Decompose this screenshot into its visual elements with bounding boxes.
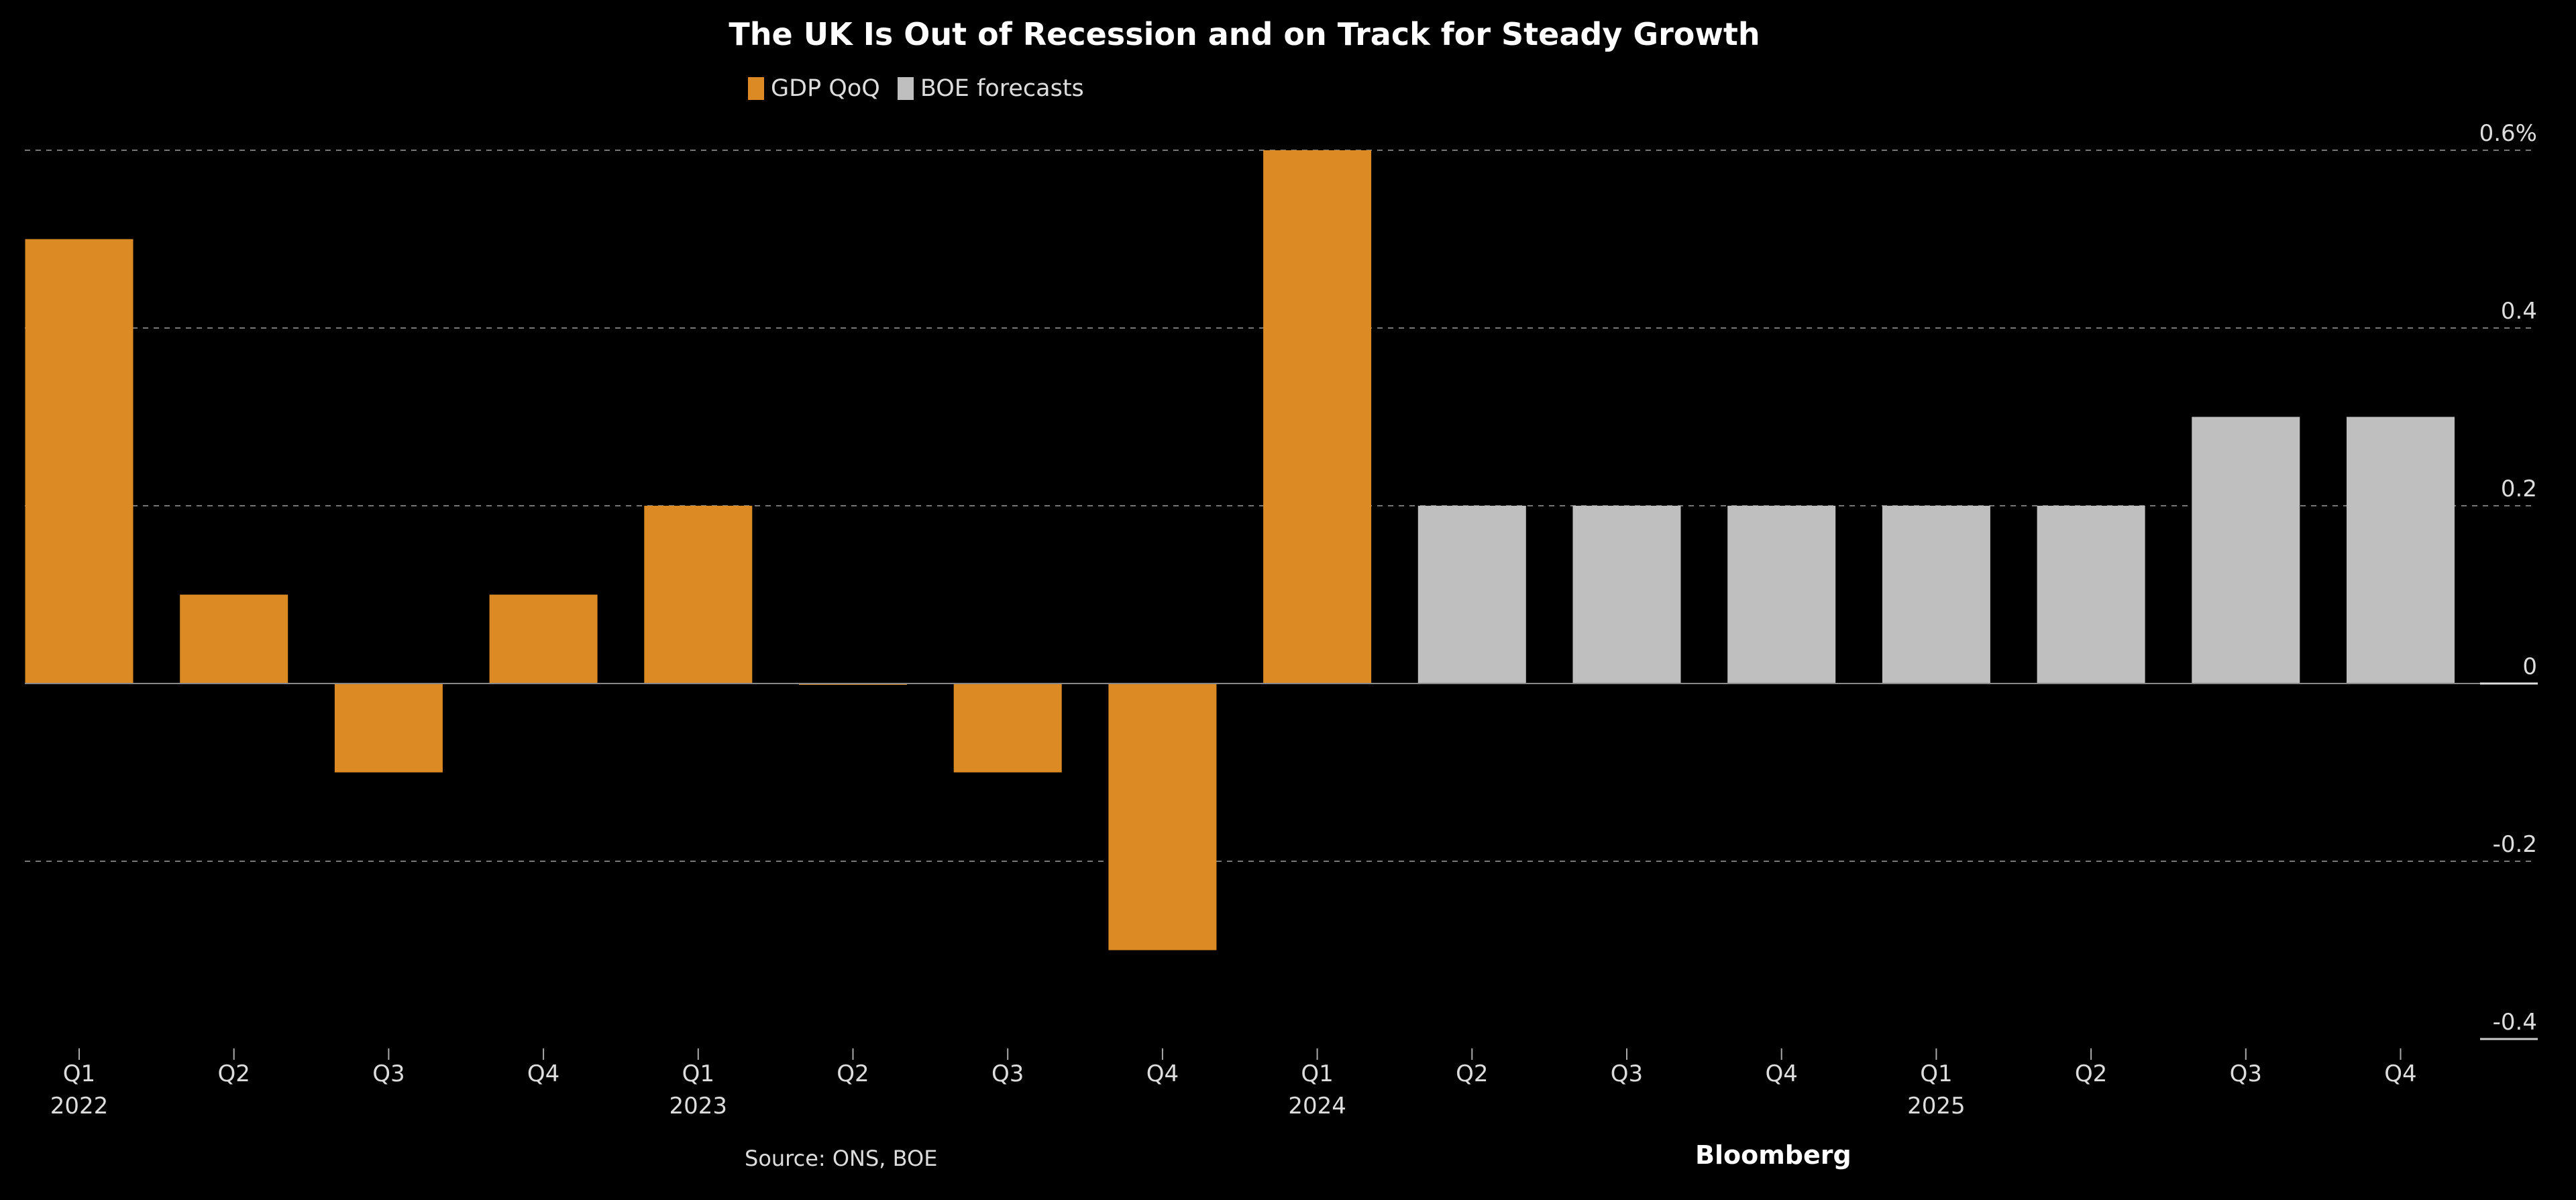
bar — [1572, 506, 1681, 684]
x-tick-label: Q3 — [2230, 1060, 2262, 1087]
legend-swatch-boe — [897, 77, 914, 100]
bar — [180, 594, 288, 684]
chart-title: The UK Is Out of Recession and on Track … — [729, 16, 1760, 52]
legend: GDP QoQ BOE forecasts — [748, 75, 1102, 102]
source-note: Source: ONS, BOE — [745, 1146, 938, 1171]
bloomberg-logo: Bloomberg — [1695, 1140, 1851, 1170]
x-year-label: 2022 — [50, 1093, 109, 1120]
x-tick-label: Q2 — [1456, 1060, 1488, 1087]
bar — [2192, 417, 2300, 684]
x-tick-label: Q4 — [1146, 1060, 1179, 1087]
bar — [953, 684, 1062, 773]
x-tick-label: Q2 — [837, 1060, 869, 1087]
legend-label-boe: BOE forecasts — [920, 75, 1084, 102]
bar — [1727, 506, 1836, 684]
x-tick-label: Q2 — [2075, 1060, 2107, 1087]
x-tick-label: Q1 — [1920, 1060, 1952, 1087]
x-tick-label: Q2 — [217, 1060, 250, 1087]
bar — [1263, 150, 1372, 684]
bar — [25, 239, 133, 684]
bar — [1882, 506, 1990, 684]
x-year-label: 2025 — [1907, 1093, 1966, 1120]
bar — [2347, 417, 2455, 684]
x-tick-label: Q3 — [991, 1060, 1024, 1087]
bar — [1108, 684, 1217, 950]
x-tick-label: Q4 — [2384, 1060, 2416, 1087]
x-year-label: 2023 — [669, 1093, 728, 1120]
bar — [644, 506, 753, 684]
legend-item-gdp: GDP QoQ — [748, 75, 880, 102]
x-tick-label: Q4 — [1765, 1060, 1797, 1087]
legend-swatch-gdp — [748, 77, 764, 100]
x-tick-label: Q1 — [63, 1060, 95, 1087]
legend-label-gdp: GDP QoQ — [771, 75, 880, 102]
x-tick-label: Q1 — [1301, 1060, 1333, 1087]
y-tick-label: 0.6% — [2479, 120, 2537, 147]
y-tick-label: -0.2 — [2493, 831, 2537, 858]
y-tick-label: -0.4 — [2493, 1009, 2537, 1036]
y-tick-label: 0 — [2522, 653, 2537, 680]
y-tick-label: 0.2 — [2501, 476, 2537, 502]
x-tick-label: Q4 — [527, 1060, 559, 1087]
x-tick-label: Q3 — [1611, 1060, 1643, 1087]
bar — [2037, 506, 2145, 684]
bar — [1417, 506, 1526, 684]
bar — [489, 594, 598, 684]
x-year-label: 2024 — [1288, 1093, 1346, 1120]
y-tick-label: 0.4 — [2501, 298, 2537, 325]
legend-item-boe: BOE forecasts — [897, 75, 1084, 102]
bar — [334, 684, 443, 773]
x-tick-label: Q3 — [372, 1060, 405, 1087]
x-tick-label: Q1 — [682, 1060, 714, 1087]
